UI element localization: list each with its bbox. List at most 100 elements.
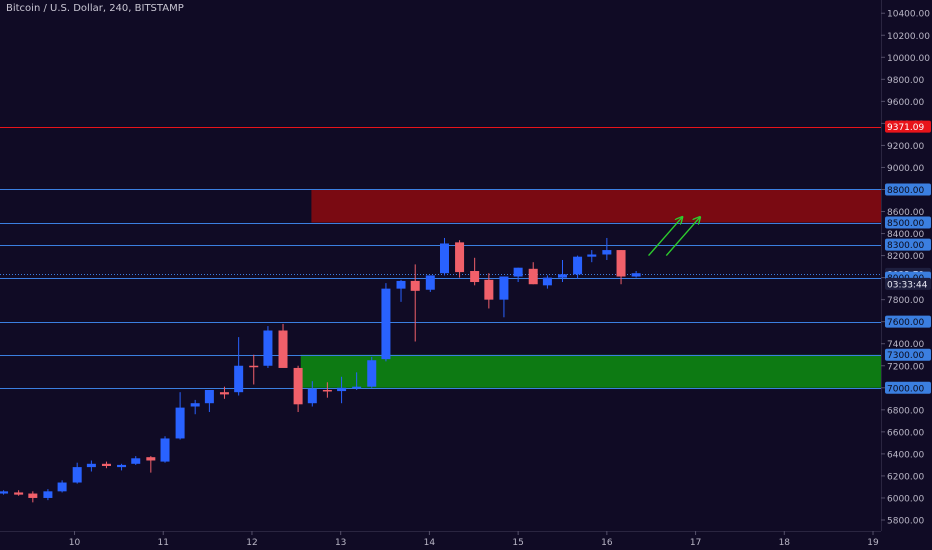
price-labels: 9371.098800.008500.008300.008033.798000.… (885, 120, 931, 394)
candle-40 (587, 250, 597, 263)
time-tick-label: 16 (601, 538, 613, 548)
candle-21 (307, 381, 317, 407)
candle-body (43, 491, 53, 498)
time-tick-label: 15 (512, 538, 523, 548)
candle-body (484, 279, 494, 300)
candle-body (249, 365, 259, 368)
candle-18 (263, 326, 273, 368)
candle-body (455, 242, 465, 273)
candle-body (219, 392, 229, 395)
candle-body (160, 438, 170, 462)
candle-32 (470, 257, 480, 286)
candle-42 (616, 250, 626, 285)
countdown-label: 03:33:44 (887, 280, 928, 290)
candle-body (278, 330, 288, 368)
price-tick-label: 8200.00 (887, 252, 924, 262)
candle-17 (249, 354, 259, 385)
candle-body (381, 288, 391, 360)
time-tick-label: 14 (424, 538, 436, 548)
price-tick-label: 6800.00 (887, 406, 924, 416)
candle-16 (234, 337, 244, 396)
price-label-7000.00: 7000.00 (887, 384, 924, 394)
candle-body (204, 389, 214, 404)
price-label-8500.00-bg (885, 216, 931, 229)
price-label-8300.00-bg (885, 238, 931, 251)
candle-0 (0, 490, 9, 495)
price-label-9371.09: 9371.09 (887, 123, 924, 133)
candle-26 (381, 283, 391, 362)
price-tick-label: 5800.00 (887, 516, 924, 526)
candle-9 (131, 456, 141, 465)
price-label-8300.00: 8300.00 (887, 241, 924, 251)
time-tick-label: 11 (158, 538, 169, 548)
price-tick-label: 8600.00 (887, 208, 924, 218)
candle-body (573, 256, 583, 275)
price-label-8800.00: 8800.00 (887, 186, 924, 196)
candle-body (513, 267, 523, 277)
time-tick-label: 12 (246, 538, 257, 548)
candle-body (307, 388, 317, 404)
candle-body (367, 360, 377, 387)
candle-39 (573, 255, 583, 279)
candle-body (175, 407, 185, 439)
price-tick-label: 9800.00 (887, 76, 924, 86)
time-tick-label: 13 (335, 538, 346, 548)
chart-title: Bitcoin / U.S. Dollar, 240, BITSTAMP (6, 3, 184, 14)
candle-12 (175, 392, 185, 440)
candle-body (352, 386, 362, 389)
time-tick-label: 17 (690, 538, 701, 548)
price-tick-label: 8400.00 (887, 230, 924, 240)
candle-7 (101, 461, 111, 469)
candle-body (293, 367, 303, 405)
candle-33 (484, 273, 494, 309)
price-tick-label: 7400.00 (887, 340, 924, 350)
price-tick-label: 7800.00 (887, 296, 924, 306)
countdown-label-bg (885, 277, 931, 290)
candle-body (587, 254, 597, 257)
candle-31 (455, 240, 465, 278)
price-tick-label: 10200.00 (887, 32, 930, 42)
candle-body (72, 467, 82, 483)
candle-body (322, 389, 332, 392)
candle-28 (410, 264, 420, 342)
candle-13 (190, 399, 200, 415)
candle-body (131, 458, 141, 464)
candle-2 (28, 491, 38, 503)
trend-arrow-0 (648, 217, 683, 257)
candle-body (602, 250, 612, 255)
price-tick-label: 9200.00 (887, 142, 924, 152)
candle-6 (86, 460, 96, 472)
candle-10 (146, 456, 156, 473)
candle-37 (542, 275, 552, 289)
time-tick-label: 10 (69, 538, 81, 548)
candle-body (425, 275, 435, 290)
candle-body (190, 403, 200, 407)
candle-43 (631, 271, 641, 278)
candle-body (557, 274, 567, 278)
price-label-8800.00-bg (885, 183, 931, 196)
candle-body (234, 365, 244, 393)
candle-3 (43, 489, 53, 501)
candle-5 (72, 462, 82, 484)
candle-22 (322, 382, 332, 398)
price-tick-label: 9000.00 (887, 164, 924, 174)
candle-34 (499, 276, 509, 318)
candle-body (631, 273, 641, 277)
demand-zone (300, 354, 881, 388)
price-tick-label: 6400.00 (887, 450, 924, 460)
time-tick-label: 18 (779, 538, 791, 548)
trend-arrow-1 (665, 217, 700, 257)
candle-15 (219, 386, 229, 399)
candle-14 (204, 389, 214, 413)
price-tick-label: 6600.00 (887, 428, 924, 438)
candle-36 (528, 262, 538, 285)
candle-1 (14, 490, 24, 496)
candle-19 (278, 323, 288, 368)
candle-body (57, 482, 67, 492)
price-label-7300.00-bg (885, 348, 931, 361)
candle-body (146, 457, 156, 461)
price-label-8500.00: 8500.00 (887, 219, 924, 229)
candle-38 (557, 259, 567, 283)
